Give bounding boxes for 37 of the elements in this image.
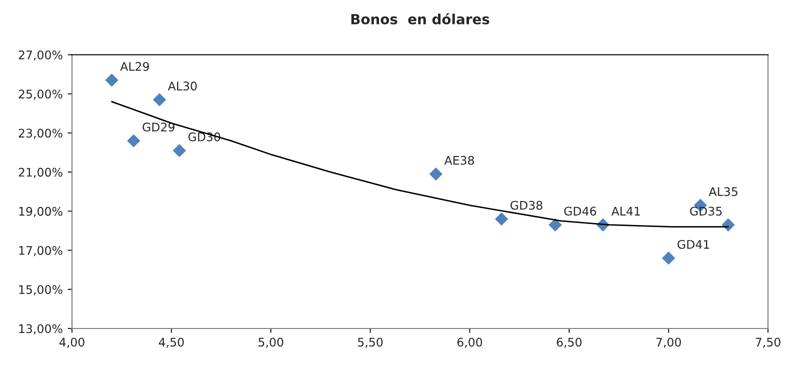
annotation: GD30 — [188, 132, 220, 142]
x-tick-label: 5,00 — [258, 338, 284, 348]
annotation: AL30 — [168, 82, 197, 90]
chart-title: Bonos en dólares — [351, 13, 490, 24]
point — [105, 74, 118, 87]
annotation: GD41 — [678, 240, 710, 249]
annotation: GD38 — [510, 200, 542, 210]
annotation: AL41 — [611, 206, 640, 216]
annotation: AE38 — [444, 156, 474, 165]
y-tick-label: 25,00% — [18, 90, 62, 100]
y-tick-label: 13,00% — [19, 324, 62, 334]
y-tick-label: 17,00% — [19, 246, 62, 256]
y-tick-label: 21,00% — [18, 168, 62, 178]
annotation: AL35 — [708, 187, 738, 196]
point — [429, 167, 442, 181]
x-tick-label: 5,50 — [358, 338, 383, 348]
y-tick-label: 27,00% — [18, 50, 62, 61]
point — [548, 218, 562, 232]
point — [152, 93, 166, 106]
x-tick-label: 7,50 — [756, 338, 780, 348]
annotation: GD46 — [564, 206, 596, 216]
point — [722, 218, 735, 232]
point — [172, 144, 186, 158]
x-tick-label: 4,00 — [59, 338, 84, 348]
x-tick-label: 7,00 — [656, 338, 681, 348]
annotation: AL29 — [120, 62, 149, 71]
x-tick-label: 6,50 — [556, 338, 582, 348]
y-tick-label: 15,00% — [19, 285, 62, 296]
annotation: GD29 — [142, 122, 174, 132]
x-tick-label: 6,00 — [457, 338, 482, 348]
y-tick-label: 23,00% — [18, 128, 62, 139]
x-tick-label: 4,50 — [158, 338, 184, 348]
point — [662, 252, 676, 265]
y-tick-label: 19,00% — [19, 206, 62, 218]
annotation: GD35 — [690, 206, 722, 216]
point — [494, 212, 508, 226]
point — [127, 134, 140, 148]
